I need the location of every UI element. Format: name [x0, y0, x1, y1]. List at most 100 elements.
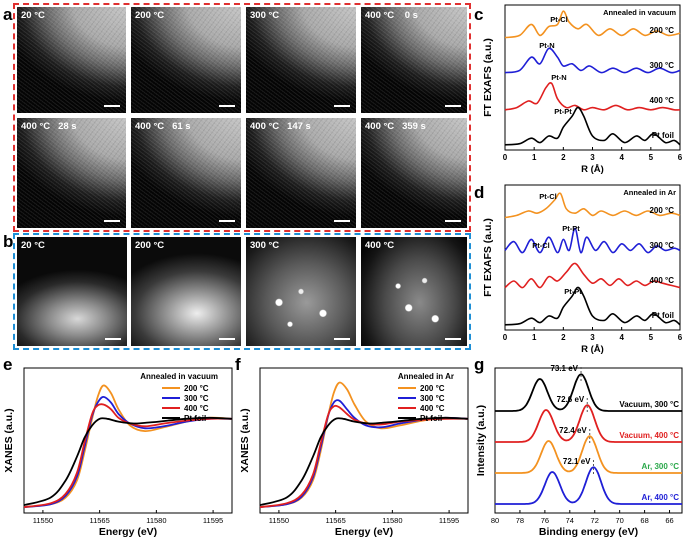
scale-bar — [105, 338, 121, 340]
chart-d: 200 °C 300 °C 400 °C Pt foil Annealed in Ar P… — [482, 184, 683, 355]
series-line-300c — [259, 399, 469, 508]
image-label: 400 °C 61 s — [135, 121, 191, 132]
series-line-200c — [504, 10, 681, 39]
x-tick-label: 80 — [491, 516, 499, 525]
x-tick-label: 0 — [503, 153, 508, 162]
x-tick-label: 1 — [532, 333, 537, 342]
plot-frame — [259, 367, 469, 514]
stem-image-a7: 400 °C 147 s — [246, 118, 356, 228]
series-line-200c — [259, 381, 469, 508]
y-axis-label: XANES (a.u.) — [3, 408, 15, 472]
image-label: 400 °C 28 s — [21, 121, 77, 132]
x-tick-label: 11550 — [269, 516, 289, 525]
curve-label: 200 °C — [649, 26, 674, 35]
chart-title: Annealed in vacuum — [603, 8, 676, 17]
panel-letter-e: e — [3, 355, 13, 374]
legend-label: 200 °C — [420, 384, 445, 393]
image-label: 300 °C — [250, 10, 280, 21]
series-line-vacuum400c — [494, 404, 682, 443]
chart-title: Annealed in vacuum — [140, 372, 218, 381]
panel-letter-a: a — [3, 5, 13, 24]
haadf-image-b3: 300 °C — [246, 237, 356, 346]
x-tick-label: 5 — [649, 153, 654, 162]
series-line-vacuum300c — [495, 373, 682, 412]
series-label: Vacuum, 400 °C — [619, 431, 679, 440]
legend-label: 300 °C — [184, 394, 209, 403]
y-axis-label: FT EXAFS (a.u.) — [482, 38, 494, 117]
bond-annotation: Pt-Cl — [539, 192, 557, 201]
x-axis-label: R (Å) — [581, 344, 604, 355]
series-line-ptfoil — [504, 286, 681, 326]
stem-image-a8: 400 °C 359 s — [361, 118, 467, 228]
curve-label: Pt foil — [652, 131, 674, 140]
series-line-300c — [504, 227, 681, 254]
x-tick-label: 11580 — [146, 516, 166, 525]
series-line-300c — [23, 395, 233, 508]
panel-b-frame — [13, 233, 471, 350]
x-tick-label: 11595 — [439, 516, 459, 525]
stem-image-a1: 20 °C — [17, 7, 126, 113]
bond-annotation: Pt-N — [551, 73, 566, 82]
haadf-image-b1: 20 °C — [17, 237, 127, 346]
x-tick-label: 6 — [678, 333, 683, 342]
peak-label: 72.6 eV — [557, 395, 585, 404]
stem-image-a4: 400 °C 0 s — [361, 7, 467, 113]
bond-annotation: Pt-Pt — [564, 287, 582, 296]
x-tick-label: 11550 — [33, 516, 53, 525]
image-label: 200 °C — [135, 10, 165, 21]
plot-frame — [23, 367, 233, 514]
peak-label: 72.4 eV — [559, 426, 587, 435]
series-line-ptfoil — [259, 416, 469, 507]
x-tick-label: 4 — [619, 333, 624, 342]
series-line-ptfoil — [504, 106, 681, 146]
panel-letter-g: g — [474, 355, 485, 374]
series-line-200c — [504, 192, 681, 219]
image-label: 400 °C 0 s — [365, 10, 418, 21]
peak-label: 72.1 eV — [563, 457, 591, 466]
scale-bar — [219, 338, 235, 340]
curve-label: 400 °C — [649, 96, 674, 105]
series-line-ptfoil — [23, 416, 233, 507]
curve-label: 300 °C — [649, 61, 674, 70]
curve-label: 400 °C — [649, 276, 674, 285]
stem-image-a6: 400 °C 61 s — [131, 118, 241, 228]
x-tick-label: 3 — [590, 333, 595, 342]
x-tick-label: 74 — [566, 516, 574, 525]
scale-bar — [445, 338, 461, 340]
x-tick-label: 70 — [615, 516, 623, 525]
scale-bar — [104, 105, 120, 107]
x-tick-label: 11565 — [89, 516, 109, 525]
panel-letter-b: b — [3, 232, 14, 251]
series-label: Vacuum, 300 °C — [619, 400, 679, 409]
curve-label: 200 °C — [649, 206, 674, 215]
x-axis-label: R (Å) — [581, 164, 604, 175]
series-line-300c — [504, 47, 681, 74]
curve-label: 300 °C — [649, 241, 674, 250]
x-tick-label: 11595 — [203, 516, 223, 525]
image-label: 400 °C 147 s — [250, 121, 311, 132]
bond-annotation: Pt-Cl — [550, 15, 568, 24]
x-tick-label: 2 — [561, 153, 566, 162]
scale-bar — [445, 105, 461, 107]
panel-letter-c: c — [474, 5, 484, 24]
image-label: 20 °C — [21, 10, 45, 21]
bond-annotation: Pt-N — [539, 41, 554, 50]
haadf-image-b4: 400 °C — [361, 237, 467, 346]
series-line-400c — [504, 262, 681, 289]
scale-bar — [445, 220, 461, 222]
x-tick-label: 72 — [591, 516, 599, 525]
stem-image-a3: 300 °C — [246, 7, 356, 113]
legend-label: 400 °C — [184, 404, 209, 413]
x-tick-label: 6 — [678, 153, 683, 162]
x-tick-label: 0 — [503, 333, 508, 342]
image-label: 300 °C — [250, 240, 280, 251]
stem-image-a2: 200 °C — [131, 7, 241, 113]
legend-label: 200 °C — [184, 384, 209, 393]
scale-bar — [219, 105, 235, 107]
panel-a-frame — [13, 3, 471, 232]
x-tick-label: 11580 — [382, 516, 402, 525]
x-tick-label: 11565 — [325, 516, 345, 525]
series-line-400c — [23, 403, 233, 508]
image-label: 20 °C — [21, 240, 45, 251]
